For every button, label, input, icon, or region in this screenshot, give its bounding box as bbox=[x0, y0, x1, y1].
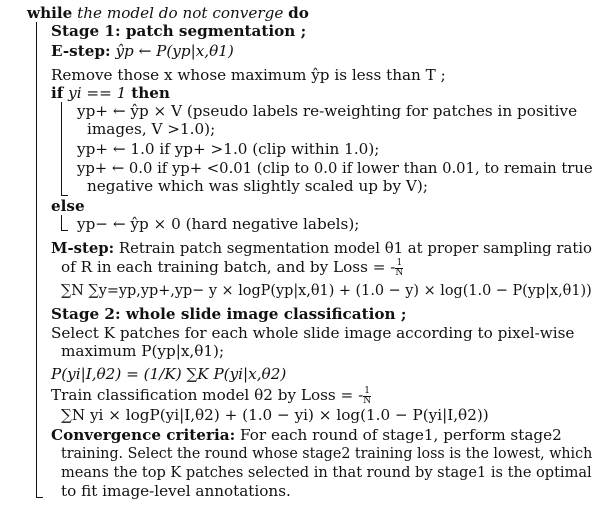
mstep-text2: of R in each training batch, and by Loss… bbox=[61, 258, 396, 276]
if-block-hook bbox=[61, 195, 68, 197]
convergence-line2: training. Select the round whose stage2 … bbox=[61, 444, 593, 462]
train-line: Train classification model θ2 by Loss = … bbox=[51, 385, 372, 406]
else-keyword: else bbox=[51, 197, 85, 215]
cropped-top-line bbox=[0, 0, 597, 3]
if-condition: yi == 1 bbox=[68, 84, 127, 102]
remove-line: Remove those x whose maximum ŷp is less … bbox=[51, 66, 446, 84]
if-block-bar bbox=[61, 102, 63, 196]
convergence-label: Convergence criteria: bbox=[51, 426, 236, 444]
stage1-title: Stage 1: patch segmentation ; bbox=[51, 22, 307, 40]
else-block-hook bbox=[61, 230, 68, 232]
estep-formula: ŷp ← P(yp|x,θ1) bbox=[115, 42, 234, 60]
do-keyword: do bbox=[288, 4, 309, 22]
else-block-bar bbox=[61, 215, 63, 231]
while-keyword: while bbox=[27, 4, 73, 22]
mstep-frac-num: 1 bbox=[395, 257, 404, 269]
train-frac-num: 1 bbox=[363, 385, 372, 397]
train-frac-den: N bbox=[363, 395, 372, 406]
while-condition: the model do not converge bbox=[77, 4, 284, 22]
select-line2: maximum P(yp|x,θ1); bbox=[61, 342, 225, 360]
aggregate-formula: P(yi|I,θ2) = (1/K) ∑K P(yi|x,θ2) bbox=[51, 365, 287, 383]
select-line1: Select K patches for each whole slide im… bbox=[51, 324, 575, 342]
mstep-line2: of R in each training batch, and by Loss… bbox=[61, 257, 404, 278]
zero-clip-line1: yp+ ← 0.0 if yp+ <0.01 (clip to 0.0 if l… bbox=[77, 159, 593, 177]
stage2-title: Stage 2: whole slide image classificatio… bbox=[51, 305, 407, 323]
if-line: if yi == 1 then bbox=[51, 84, 170, 102]
mstep-frac-den: N bbox=[395, 267, 404, 278]
then-keyword: then bbox=[131, 84, 170, 102]
train-text: Train classification model θ2 by Loss = … bbox=[51, 386, 364, 404]
train-loss-formula: ∑N yi × logP(yi|I,θ2) + (1.0 − yi) × log… bbox=[61, 406, 489, 424]
while-block-bar bbox=[36, 22, 38, 498]
convergence-text1: For each round of stage1, perform stage2 bbox=[240, 426, 562, 444]
if-keyword: if bbox=[51, 84, 64, 102]
hard-negative-line: yp− ← ŷp × 0 (hard negative labels); bbox=[77, 215, 360, 233]
pos-reweight-line1: yp+ ← ŷp × V (pseudo labels re-weighting… bbox=[77, 102, 578, 120]
pos-reweight-line2: images, V >1.0); bbox=[87, 120, 216, 138]
mstep-text1: Retrain patch segmentation model θ1 at p… bbox=[118, 239, 593, 257]
mstep-loss-formula: ∑N ∑y=yp,yp+,yp− y × logP(yp|x,θ1) + (1.… bbox=[61, 281, 592, 299]
convergence-line3: means the top K patches selected in that… bbox=[61, 463, 592, 481]
mstep-label: M-step: bbox=[51, 239, 115, 257]
mstep-line1: M-step: Retrain patch segmentation model… bbox=[51, 239, 592, 257]
estep-line: E-step: ŷp ← P(yp|x,θ1) bbox=[51, 42, 234, 60]
convergence-line1: Convergence criteria: For each round of … bbox=[51, 426, 562, 444]
zero-clip-line2: negative which was slightly scaled up by… bbox=[87, 177, 428, 195]
while-line: while the model do not converge do bbox=[27, 4, 309, 22]
clip-line: yp+ ← 1.0 if yp+ >1.0 (clip within 1.0); bbox=[77, 140, 380, 158]
estep-label: E-step: bbox=[51, 42, 111, 60]
while-block-hook bbox=[36, 497, 43, 499]
convergence-line4: to fit image-level annotations. bbox=[61, 482, 291, 500]
